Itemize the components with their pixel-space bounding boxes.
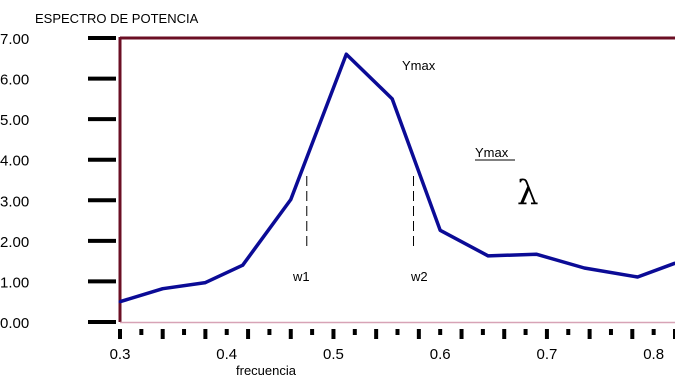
y-tick-label: 2.00	[0, 234, 29, 251]
x-tick-label: 0.3	[110, 346, 131, 363]
data-point	[390, 97, 394, 101]
chart-title: ESPECTRO DE POTENCIA	[35, 11, 199, 26]
series-layer	[118, 52, 675, 304]
data-point	[203, 281, 207, 285]
x-tick-label: 0.6	[430, 346, 451, 363]
peak-annotation: Ymax	[402, 58, 436, 73]
y-tick-label: 4.00	[0, 153, 29, 170]
data-point	[534, 252, 538, 256]
plot-frame	[118, 36, 675, 324]
data-point	[438, 228, 442, 232]
data-point	[636, 275, 640, 279]
x-axis: 0.3 0.4 0.5 0.6 0.7 0.8	[110, 329, 675, 363]
y-tick-label: 0.00	[0, 315, 29, 332]
annotation-layer: Ymax Ymax λ w1 w2	[292, 58, 539, 284]
data-point	[582, 266, 586, 270]
ratio-numerator-label: Ymax	[475, 145, 509, 160]
series-line	[119, 52, 675, 304]
data-point	[118, 300, 122, 304]
data-point	[344, 52, 348, 56]
x-tick-label: 0.5	[323, 346, 344, 363]
data-point	[486, 254, 490, 258]
y-tick-label: 1.00	[0, 274, 29, 291]
y-tick-label: 6.00	[0, 72, 29, 89]
w1-label: w1	[292, 269, 310, 284]
y-tick-label: 5.00	[0, 112, 29, 129]
x-tick-label: 0.4	[216, 346, 237, 363]
data-point	[241, 263, 245, 267]
y-tick-label: 7.00	[0, 31, 29, 48]
x-tick-label: 0.7	[536, 346, 557, 363]
y-axis: 0.00 1.00 2.00 3.00 4.00 5.00 6.00 7.00	[0, 31, 116, 332]
data-point	[289, 197, 293, 201]
data-point	[161, 287, 165, 291]
w2-label: w2	[410, 269, 428, 284]
x-tick-label: 0.8	[643, 346, 664, 363]
y-tick-label: 3.00	[0, 193, 29, 210]
x-axis-title: frecuencia	[236, 363, 297, 378]
ratio-denominator-label: λ	[517, 173, 539, 213]
